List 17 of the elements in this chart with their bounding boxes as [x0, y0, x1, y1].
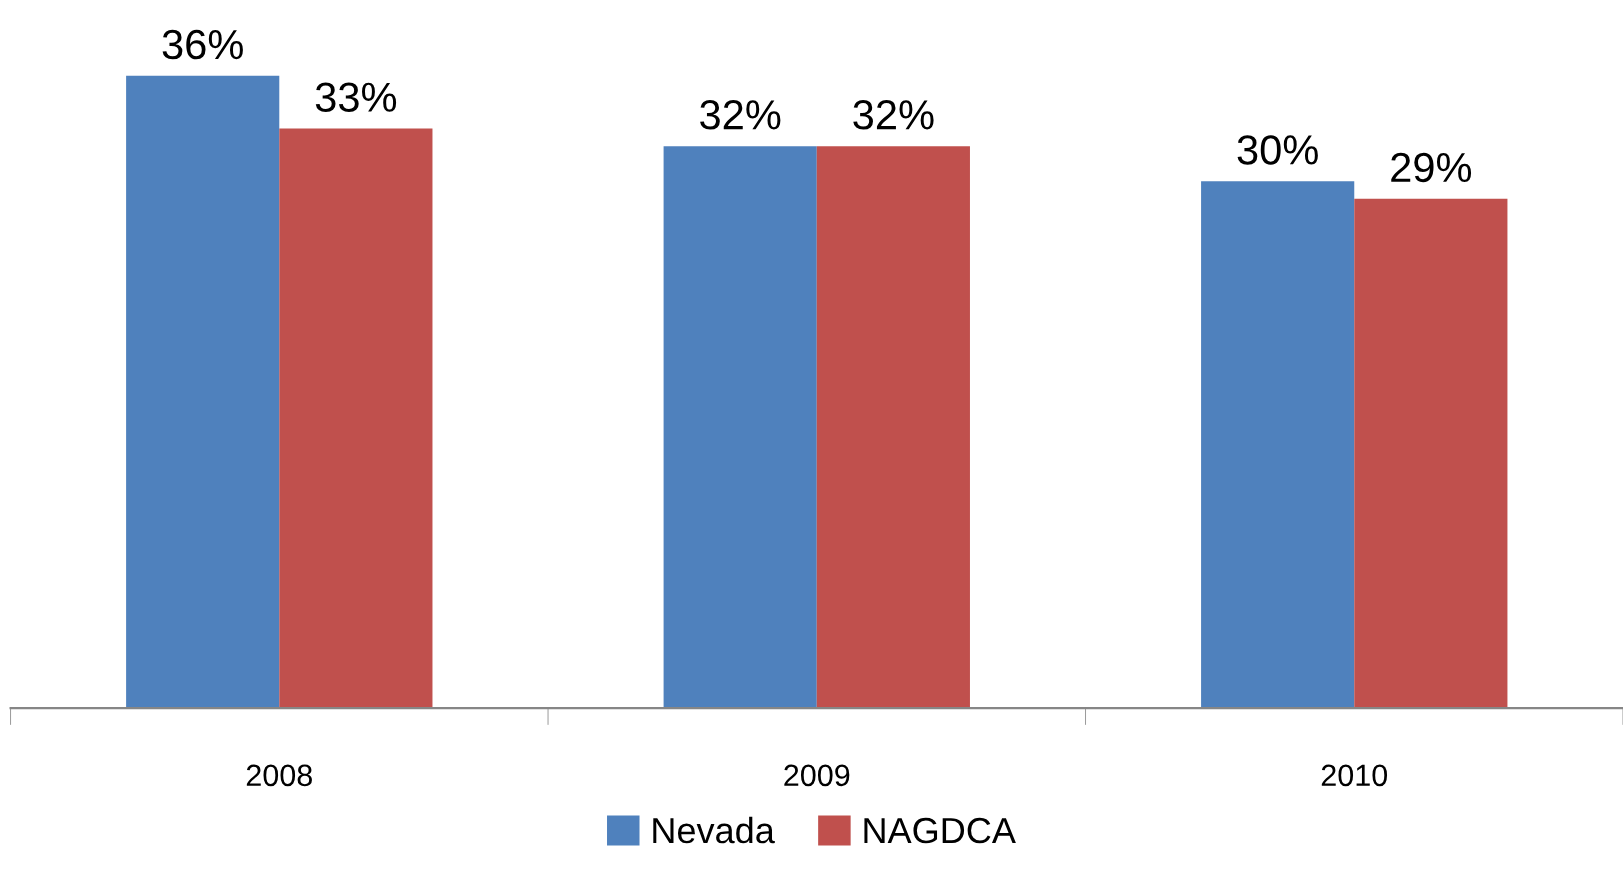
data-label: 32% — [700, 100, 781, 130]
bar — [279, 128, 433, 709]
x-tick-label: 2008 — [246, 764, 312, 787]
data-label: 30% — [1237, 135, 1318, 165]
bar — [126, 75, 280, 709]
data-label: 32% — [853, 100, 934, 130]
bar — [1201, 181, 1355, 709]
bar — [663, 146, 817, 709]
data-label: 33% — [315, 82, 397, 112]
bar — [816, 146, 970, 709]
data-label: 36% — [162, 29, 243, 60]
bar — [1354, 198, 1508, 709]
x-tick-label: 2009 — [784, 764, 850, 787]
x-tick-label: 2010 — [1321, 764, 1388, 787]
legend-label: Nevada — [653, 816, 775, 844]
legend-label: NAGDCA — [864, 817, 1016, 844]
data-label: 29% — [1391, 152, 1472, 183]
